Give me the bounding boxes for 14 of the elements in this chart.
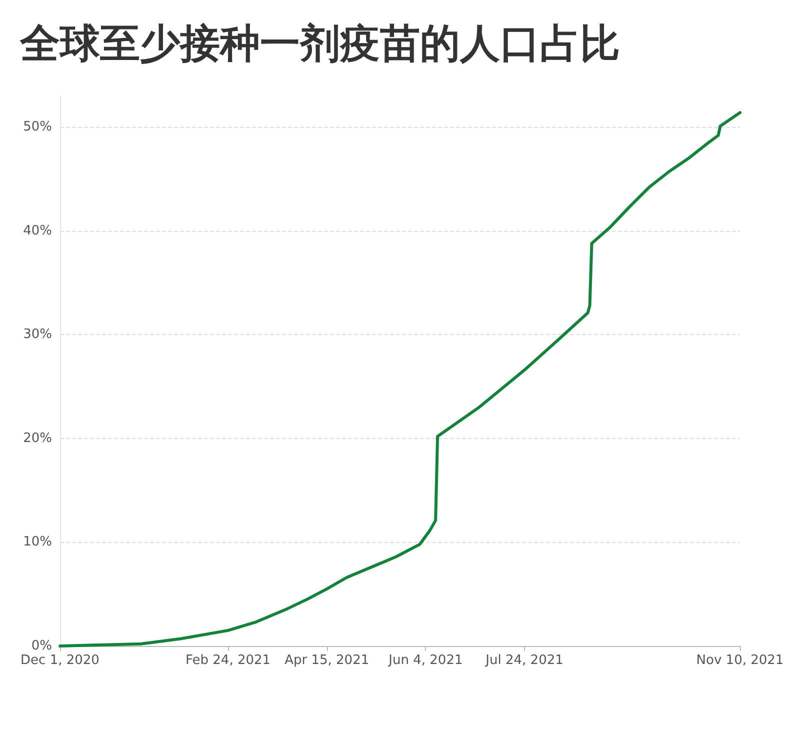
chart-title: 全球至少接种一剂疫苗的人口占比 [18,20,621,69]
y-tick-label: 50% [23,120,52,135]
x-tick-label: Nov 10, 2021 [696,653,784,668]
x-tick-label: Jun 4, 2021 [388,653,463,668]
y-tick-label: 10% [23,534,52,550]
y-tick-label: 0% [31,638,52,654]
y-tick-label: 20% [23,430,52,446]
x-tick-label: Dec 1, 2020 [20,653,100,668]
y-tick-label: 40% [23,223,52,238]
x-tick-label: Apr 15, 2021 [284,653,370,668]
line-series [58,111,742,648]
x-tick-label: Feb 24, 2021 [186,653,271,668]
x-tick-label: Jul 24, 2021 [484,653,564,668]
y-tick-label: 30% [23,327,52,342]
